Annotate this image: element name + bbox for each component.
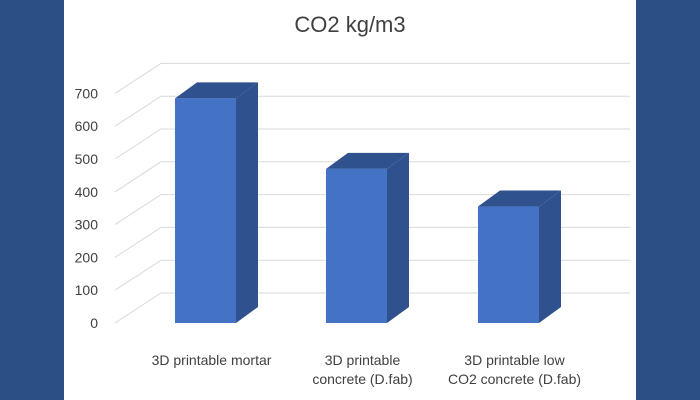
y-tick-label: 700 (75, 85, 99, 101)
y-tick-label: 400 (75, 184, 99, 200)
gridline (114, 259, 630, 291)
gridline (114, 62, 630, 94)
bars (175, 82, 561, 323)
y-tick-label: 200 (75, 249, 99, 265)
bar-front (478, 206, 539, 323)
y-tick-label: 300 (75, 217, 99, 233)
bar-front (326, 168, 387, 323)
bar-top (175, 82, 258, 99)
gridlines (114, 62, 630, 324)
y-axis: 0 100 200 300 400 500 600 700 (75, 85, 99, 331)
x-category-label: 3D printable concrete (D.fab) (312, 352, 412, 387)
gridline (114, 194, 630, 226)
bar-side (236, 82, 258, 323)
bar (326, 152, 409, 323)
x-category-label: 3D printable mortar (152, 352, 272, 368)
gridline (114, 128, 630, 160)
gridline (114, 226, 630, 258)
x-axis: 3D printable mortar 3D printable concrete … (152, 352, 581, 387)
y-tick-label: 500 (75, 151, 99, 167)
bar-top (478, 190, 561, 207)
bar-side (539, 190, 561, 323)
bar (478, 190, 561, 323)
x-category-label: 3D printable low CO2 concrete (D.fab) (448, 352, 581, 387)
y-tick-label: 0 (90, 315, 98, 331)
chart-title: CO2 kg/m3 (294, 12, 406, 37)
y-tick-label: 600 (75, 118, 99, 134)
bar-front (175, 98, 236, 323)
bar (175, 82, 258, 323)
gridline (114, 161, 630, 193)
gridline (114, 292, 630, 324)
gridline (114, 95, 630, 127)
bar-top (326, 152, 409, 169)
y-tick-label: 100 (75, 282, 99, 298)
bar-side (387, 152, 409, 323)
